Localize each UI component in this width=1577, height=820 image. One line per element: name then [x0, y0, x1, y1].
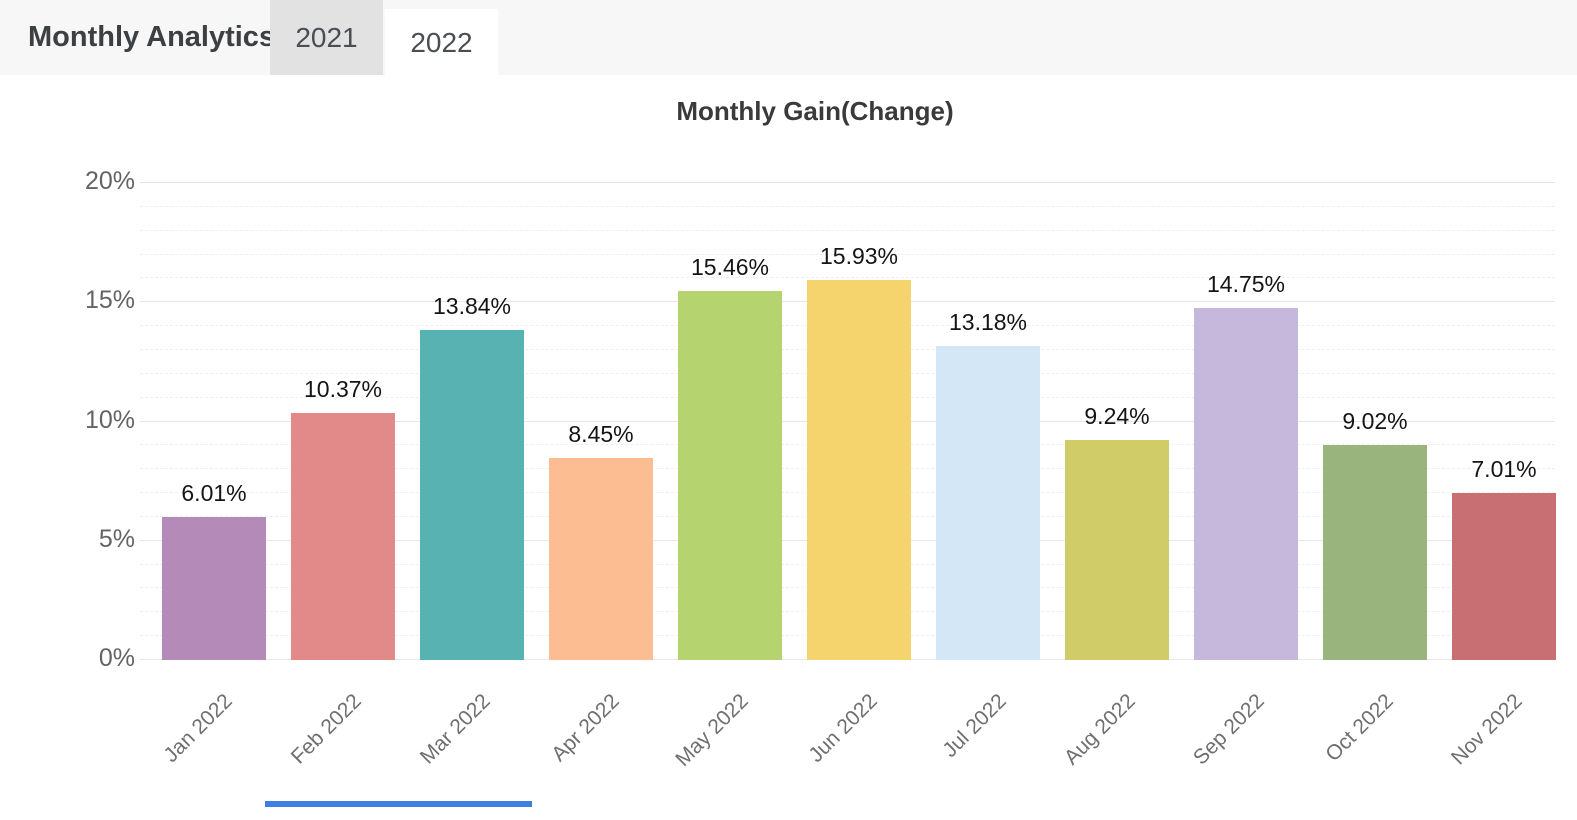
bar-value-label: 10.37% — [303, 375, 382, 402]
bar-mar-2022[interactable] — [420, 329, 524, 660]
bar-value-label: 6.01% — [181, 479, 247, 506]
bar-aug-2022[interactable] — [1065, 439, 1169, 660]
minor-gridline — [140, 205, 1555, 207]
tab-2022[interactable]: 2022 — [385, 9, 498, 89]
bar-value-label: 8.45% — [568, 421, 634, 448]
bar-value-label: 9.24% — [1084, 402, 1150, 429]
y-tick-label: 10% — [84, 405, 135, 434]
minor-gridline — [140, 253, 1555, 255]
bar-value-label: 9.02% — [1342, 407, 1408, 434]
bar-value-label: 7.01% — [1471, 455, 1537, 482]
minor-gridline — [140, 277, 1555, 279]
bar-apr-2022[interactable] — [549, 458, 653, 660]
bar-sep-2022[interactable] — [1194, 308, 1298, 660]
x-tick-label: Jul 2022 — [938, 689, 1011, 762]
x-tick-label: Jan 2022 — [159, 689, 237, 767]
x-tick-label: Oct 2022 — [1321, 689, 1398, 767]
page-title: Monthly Analytics — [28, 21, 276, 53]
x-tick-label: Aug 2022 — [1059, 689, 1140, 770]
x-tick-label: May 2022 — [671, 689, 753, 771]
bar-may-2022[interactable] — [678, 291, 782, 660]
bar-jul-2022[interactable] — [936, 345, 1040, 660]
x-tick-label: Sep 2022 — [1188, 689, 1269, 770]
bar-jun-2022[interactable] — [807, 280, 911, 660]
minor-gridline — [140, 229, 1555, 231]
chart-title: Monthly Gain(Change) — [676, 96, 954, 126]
bottom-partial-bar — [265, 801, 532, 807]
bar-value-label: 13.84% — [432, 292, 511, 319]
y-tick-label: 20% — [84, 167, 135, 196]
y-tick-label: 0% — [98, 644, 135, 673]
bar-value-label: 15.46% — [690, 254, 769, 281]
x-tick-label: Jun 2022 — [804, 689, 882, 767]
y-tick-label: 15% — [84, 286, 135, 315]
bar-value-label: 13.18% — [948, 308, 1027, 335]
app-header: Monthly Analytics 2021 2022 — [0, 0, 1577, 89]
tab-2021[interactable]: 2021 — [270, 0, 383, 75]
bar-feb-2022[interactable] — [291, 412, 395, 660]
bar-nov-2022[interactable] — [1452, 492, 1556, 660]
bar-oct-2022[interactable] — [1323, 444, 1427, 660]
y-tick-label: 5% — [98, 524, 135, 553]
x-tick-label: Nov 2022 — [1446, 689, 1527, 770]
bar-value-label: 15.93% — [819, 243, 898, 270]
major-gridline — [140, 182, 1555, 183]
plot-area: 0% 5% 10% 15% 20% 6.01% Jan 2022 10.37% Feb 2022… — [85, 167, 1556, 771]
bar-value-label: 14.75% — [1206, 271, 1285, 298]
bar-jan-2022[interactable] — [162, 516, 266, 660]
